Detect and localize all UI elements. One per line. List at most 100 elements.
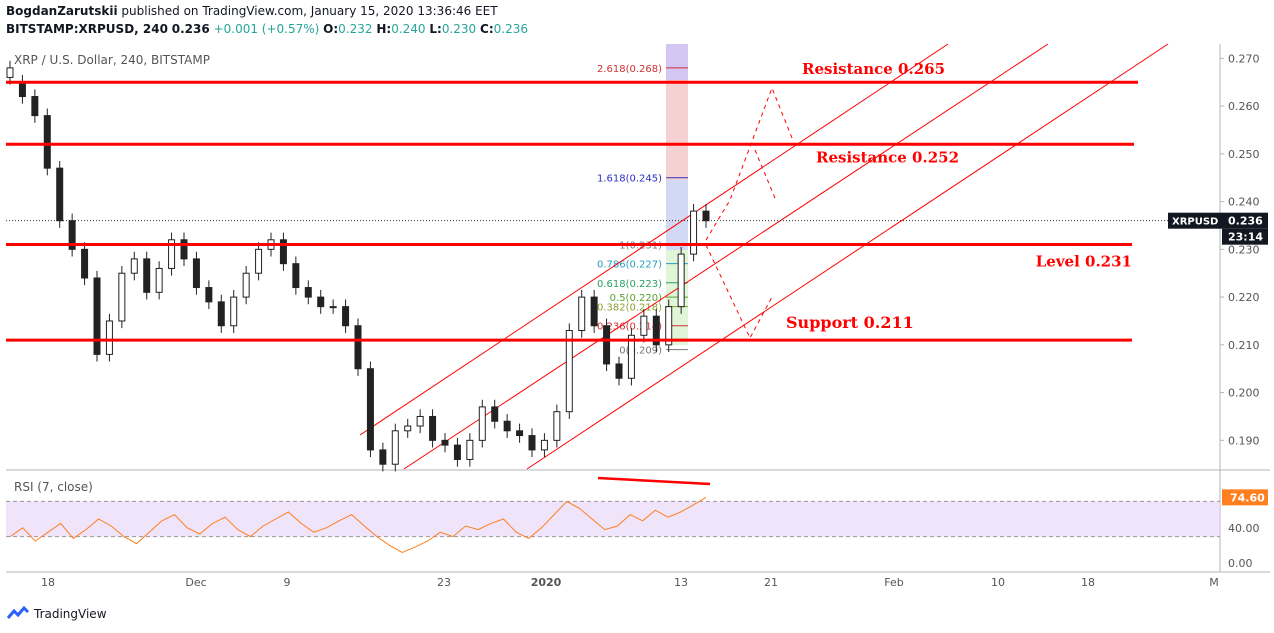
projection-alt-path bbox=[754, 149, 776, 199]
candle-body bbox=[81, 248, 89, 279]
channel-middle-line bbox=[403, 43, 1049, 470]
candle-body bbox=[56, 167, 64, 222]
candle-body bbox=[590, 296, 598, 327]
brand-label: TradingView bbox=[34, 607, 107, 621]
candle-body bbox=[366, 368, 374, 451]
fib-level-label: 0.5(0.220) bbox=[610, 293, 662, 304]
fib-zone-red bbox=[666, 80, 688, 180]
candle-body bbox=[31, 96, 39, 117]
published-text: published on TradingView.com, January 15… bbox=[121, 4, 498, 18]
projection-down-path bbox=[705, 244, 773, 340]
candle-body bbox=[652, 315, 660, 346]
candle-body bbox=[516, 430, 524, 437]
x-tick-label: 18 bbox=[1081, 576, 1095, 589]
projection-up-path bbox=[705, 86, 793, 241]
fib-zone-top bbox=[666, 44, 688, 80]
channel-lower-line bbox=[526, 43, 1169, 470]
x-tick-label: 10 bbox=[991, 576, 1005, 589]
candle-body bbox=[478, 406, 486, 441]
symbol-line: BITSTAMP:XRPUSD, 240 0.236 +0.001 (+0.57… bbox=[6, 22, 528, 36]
candle-body bbox=[205, 287, 213, 303]
candle-body bbox=[615, 363, 623, 379]
candle-body bbox=[379, 449, 387, 465]
tradingview-brand[interactable]: TradingView bbox=[6, 606, 107, 622]
candle-body bbox=[68, 220, 76, 250]
candle-body bbox=[665, 306, 673, 346]
x-tick-label: 2020 bbox=[531, 576, 562, 589]
candle-body bbox=[391, 430, 399, 465]
key-level-label: Level 0.231 bbox=[1036, 253, 1132, 271]
candle-body bbox=[317, 296, 325, 308]
candle-body bbox=[192, 258, 200, 289]
y-tick-label: 0.190 bbox=[1228, 434, 1260, 447]
candle-body bbox=[565, 330, 573, 413]
candle-body bbox=[491, 406, 499, 422]
candle-body bbox=[416, 415, 424, 427]
author-name[interactable]: BogdanZarutskii bbox=[6, 4, 118, 18]
rsi-tick-label: 40.00 bbox=[1228, 522, 1260, 535]
channel-upper-line bbox=[359, 43, 949, 436]
y-tick-label: 0.250 bbox=[1228, 148, 1260, 161]
candle-body bbox=[180, 239, 188, 260]
last-price: 0.236 bbox=[171, 22, 210, 36]
rsi-value-label: 74.60 bbox=[1230, 491, 1265, 504]
candle-body bbox=[6, 67, 14, 78]
candle-body bbox=[690, 210, 698, 255]
y-tick-label: 0.200 bbox=[1228, 387, 1260, 400]
timer-label: 23:14 bbox=[1228, 231, 1263, 244]
price-change: +0.001 (+0.57%) bbox=[213, 22, 320, 36]
key-level-label: Support 0.211 bbox=[786, 313, 914, 332]
y-tick-label: 0.240 bbox=[1228, 196, 1260, 209]
y-tick-label: 0.220 bbox=[1228, 291, 1260, 304]
candle-body bbox=[279, 239, 287, 265]
x-tick-label: Dec bbox=[185, 576, 206, 589]
rsi-band bbox=[6, 501, 1220, 537]
y-tick-label: 0.260 bbox=[1228, 100, 1260, 113]
close-value: 0.236 bbox=[493, 22, 528, 36]
candle-body bbox=[118, 272, 126, 322]
candle-body bbox=[18, 81, 26, 98]
price-badge-label: 0.236 bbox=[1228, 215, 1263, 228]
candle-body bbox=[528, 435, 536, 451]
high-value: 0.240 bbox=[391, 22, 426, 36]
candle-body bbox=[354, 325, 362, 370]
candle-body bbox=[627, 334, 635, 379]
high-label: H: bbox=[376, 22, 392, 36]
y-tick-label: 0.230 bbox=[1228, 243, 1260, 256]
symbol: BITSTAMP:XRPUSD, 240 bbox=[6, 22, 168, 36]
candle-body bbox=[404, 425, 412, 432]
symbol-badge-label: XRPUSD bbox=[1172, 217, 1218, 228]
candle-body bbox=[466, 439, 474, 460]
chart-legend[interactable]: XRP / U.S. Dollar, 240, BITSTAMP bbox=[14, 53, 210, 67]
candle-body bbox=[304, 287, 312, 298]
candle-body bbox=[342, 306, 350, 327]
symbol-badge bbox=[1168, 212, 1222, 229]
candle-body bbox=[553, 411, 561, 441]
open-value: 0.232 bbox=[338, 22, 373, 36]
x-tick-label: 13 bbox=[674, 576, 688, 589]
fib-level-label: 2.618(0.268) bbox=[597, 64, 662, 75]
candle-body bbox=[540, 439, 548, 451]
key-level-label: Resistance 0.265 bbox=[802, 60, 945, 78]
fib-level-label: 1.618(0.245) bbox=[597, 174, 662, 185]
x-tick-label: 23 bbox=[437, 576, 451, 589]
candle-body bbox=[168, 239, 176, 269]
key-level-label: Resistance 0.252 bbox=[816, 148, 959, 166]
rsi-value-badge bbox=[1222, 489, 1268, 506]
fib-level-label: 0.382(0.218) bbox=[597, 303, 662, 314]
fib-level-label: 0.786(0.227) bbox=[597, 260, 662, 271]
low-label: L: bbox=[429, 22, 442, 36]
fib-level-label: 0.618(0.223) bbox=[597, 279, 662, 290]
close-label: C: bbox=[480, 22, 494, 36]
x-tick-label: Feb bbox=[884, 576, 903, 589]
tradingview-logo-icon bbox=[6, 606, 30, 619]
publisher-line: BogdanZarutskii published on TradingView… bbox=[6, 4, 498, 18]
candle-body bbox=[429, 415, 437, 441]
low-value: 0.230 bbox=[441, 22, 477, 36]
x-tick-label: 21 bbox=[764, 576, 778, 589]
price-badge bbox=[1222, 212, 1268, 229]
rsi-legend[interactable]: RSI (7, close) bbox=[14, 480, 93, 494]
x-tick-label: M bbox=[1209, 576, 1219, 589]
rsi-divergence-line bbox=[597, 476, 711, 486]
